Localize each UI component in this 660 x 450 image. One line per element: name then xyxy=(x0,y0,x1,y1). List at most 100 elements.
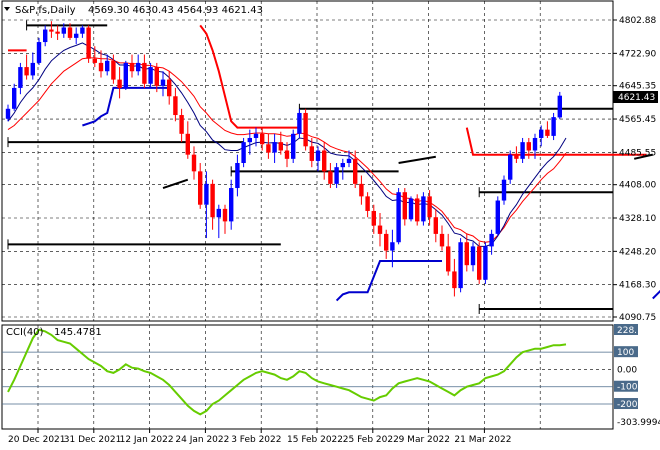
bear-candle-body xyxy=(154,67,159,86)
bear-candle-body xyxy=(278,142,283,151)
bull-candle-body xyxy=(291,133,296,159)
bull-candle-body xyxy=(396,192,401,243)
bear-candle-body xyxy=(359,183,364,197)
bull-candle-body xyxy=(532,137,538,151)
bull-candle-body xyxy=(12,87,17,109)
cci-axis-marker xyxy=(614,324,638,335)
bull-candle-body xyxy=(80,27,85,34)
bear-candle-body xyxy=(514,154,519,159)
cci-name-label: CCI(40) xyxy=(6,327,44,338)
bear-candle-body xyxy=(210,183,215,218)
bull-candle-body xyxy=(346,158,352,164)
bear-candle-body xyxy=(464,242,469,266)
price-axis-label: 4645.35 xyxy=(619,82,656,92)
bear-candle-body xyxy=(377,225,383,234)
trailing-stop-red-line xyxy=(199,24,300,129)
price-axis-label: 4722.90 xyxy=(619,49,656,59)
price-axis-label: 4802.88 xyxy=(619,16,656,26)
bear-candle-body xyxy=(284,150,290,159)
date-axis-label: 25 Feb 2022 xyxy=(343,435,399,445)
bear-candle-body xyxy=(415,198,420,222)
grid-lines xyxy=(2,1,613,429)
bull-candle-body xyxy=(508,154,513,180)
trend-lines xyxy=(162,153,654,189)
last-price-marker xyxy=(613,91,658,103)
bear-candle-body xyxy=(427,196,432,218)
bull-candle-body xyxy=(229,188,234,222)
bear-candle-body xyxy=(67,27,73,38)
bull-candle-body xyxy=(30,62,35,76)
bull-candle-body xyxy=(160,79,166,86)
bull-candle-body xyxy=(235,163,240,189)
bear-candle-body xyxy=(24,67,29,76)
price-axis-label: 4248.20 xyxy=(619,247,656,257)
bull-candle-body xyxy=(334,167,339,184)
date-axis-label: 20 Dec 2021 xyxy=(8,435,66,445)
price-axis-label: 4408.00 xyxy=(619,181,656,191)
bull-candle-body xyxy=(253,133,259,138)
bull-candle-body xyxy=(489,233,494,247)
bear-candle-body xyxy=(49,29,54,32)
chart-menu-triangle-icon[interactable] xyxy=(4,7,10,11)
date-axis-label: 15 Feb 2022 xyxy=(287,435,343,445)
trailing-stop-blue-line xyxy=(82,86,170,127)
bull-candle-body xyxy=(247,137,252,143)
bull-candle-body xyxy=(216,208,221,218)
bear-candle-body xyxy=(439,233,445,247)
cci-axis-label: -200 xyxy=(617,400,638,410)
bear-candle-body xyxy=(266,144,271,153)
bull-candle-body xyxy=(272,142,277,153)
date-axis-label: 12 Jan 2022 xyxy=(120,435,174,445)
bear-candle-body xyxy=(322,150,327,172)
cci-axis-marker xyxy=(614,380,638,392)
bull-candle-body xyxy=(495,200,500,234)
date-axis-label: 31 Dec 2021 xyxy=(64,435,122,445)
bear-candle-body xyxy=(452,271,457,289)
bull-candle-body xyxy=(123,62,128,88)
cci-axis-marker xyxy=(614,398,638,410)
bull-candle-body xyxy=(136,62,141,72)
cci-panel-frame xyxy=(1,324,614,430)
bear-candle-body xyxy=(353,158,358,184)
bear-candle-body xyxy=(198,171,203,205)
bear-candle-body xyxy=(117,79,122,88)
bear-candle-body xyxy=(384,233,389,251)
bear-candle-body xyxy=(55,31,60,34)
bear-candle-body xyxy=(185,133,190,155)
bear-candle-body xyxy=(142,62,147,84)
trend-line xyxy=(162,178,189,189)
cci-axis-label: -303.9994 xyxy=(617,418,660,428)
bear-candle-body xyxy=(129,62,135,72)
bear-candle-body xyxy=(309,146,314,161)
bear-candle-body xyxy=(92,58,97,63)
bull-candle-body xyxy=(5,108,11,119)
cci-axis-label: 100 xyxy=(617,348,634,358)
support-resistance-lines xyxy=(7,20,613,314)
bull-candle-body xyxy=(43,29,48,43)
bull-candle-body xyxy=(297,112,302,134)
bear-candle-body xyxy=(111,60,116,80)
bull-candle-body xyxy=(557,95,562,118)
chart-ohlc-label: 4569.30 4630.43 4564.93 4621.43 xyxy=(88,5,263,16)
bull-candle-body xyxy=(483,246,488,280)
bull-candle-body xyxy=(241,142,246,164)
chart-symbol-label: S&P,fs,Daily xyxy=(15,5,76,16)
bear-candle-body xyxy=(433,217,438,234)
trailing-stop-blue-line xyxy=(335,260,442,302)
trend-line xyxy=(398,155,436,164)
bull-candle-body xyxy=(520,142,525,159)
bear-candle-body xyxy=(167,79,172,97)
price-axis-label: 4485.55 xyxy=(619,148,656,158)
price-axis-label: 4168.30 xyxy=(619,281,656,291)
bull-candle-body xyxy=(204,183,209,205)
bear-candle-body xyxy=(222,208,228,222)
price-axis-label: 4565.45 xyxy=(619,115,656,125)
main-chart-frame xyxy=(1,0,614,322)
bear-candle-body xyxy=(328,171,333,184)
bull-candle-body xyxy=(470,246,476,266)
date-axis-label: 21 Mar 2022 xyxy=(454,435,511,445)
bull-candle-body xyxy=(315,150,321,161)
bear-candle-body xyxy=(402,192,407,220)
bull-candle-body xyxy=(340,163,345,168)
